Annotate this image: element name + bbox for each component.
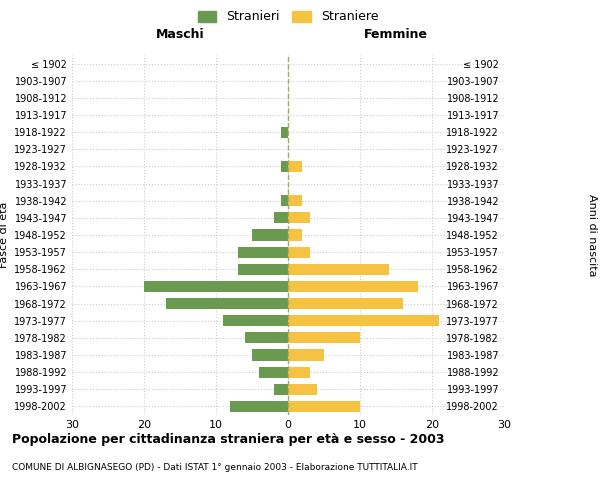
Bar xyxy=(288,246,310,258)
Bar xyxy=(259,366,288,378)
Bar xyxy=(281,126,288,138)
Bar xyxy=(288,230,302,240)
Text: Femmine: Femmine xyxy=(364,28,428,42)
Bar xyxy=(288,332,360,344)
Bar xyxy=(288,195,302,206)
Bar xyxy=(288,161,302,172)
Bar xyxy=(288,298,403,309)
Text: Maschi: Maschi xyxy=(155,28,205,42)
Bar xyxy=(223,315,288,326)
Bar xyxy=(288,264,389,275)
Bar xyxy=(230,401,288,412)
Bar xyxy=(166,298,288,309)
Bar xyxy=(281,195,288,206)
Bar xyxy=(252,350,288,360)
Bar xyxy=(288,350,324,360)
Bar xyxy=(238,246,288,258)
Bar xyxy=(245,332,288,344)
Bar xyxy=(288,366,310,378)
Text: COMUNE DI ALBIGNASEGO (PD) - Dati ISTAT 1° gennaio 2003 - Elaborazione TUTTITALI: COMUNE DI ALBIGNASEGO (PD) - Dati ISTAT … xyxy=(12,462,418,471)
Bar xyxy=(288,281,418,292)
Y-axis label: Fasce di età: Fasce di età xyxy=(0,202,9,268)
Bar xyxy=(274,384,288,395)
Bar xyxy=(288,315,439,326)
Bar xyxy=(144,281,288,292)
Text: Anni di nascita: Anni di nascita xyxy=(587,194,597,276)
Legend: Stranieri, Straniere: Stranieri, Straniere xyxy=(193,6,383,28)
Bar xyxy=(288,401,360,412)
Bar xyxy=(288,384,317,395)
Bar xyxy=(274,212,288,224)
Bar xyxy=(238,264,288,275)
Text: Popolazione per cittadinanza straniera per età e sesso - 2003: Popolazione per cittadinanza straniera p… xyxy=(12,432,445,446)
Bar xyxy=(252,230,288,240)
Bar xyxy=(281,161,288,172)
Bar xyxy=(288,212,310,224)
